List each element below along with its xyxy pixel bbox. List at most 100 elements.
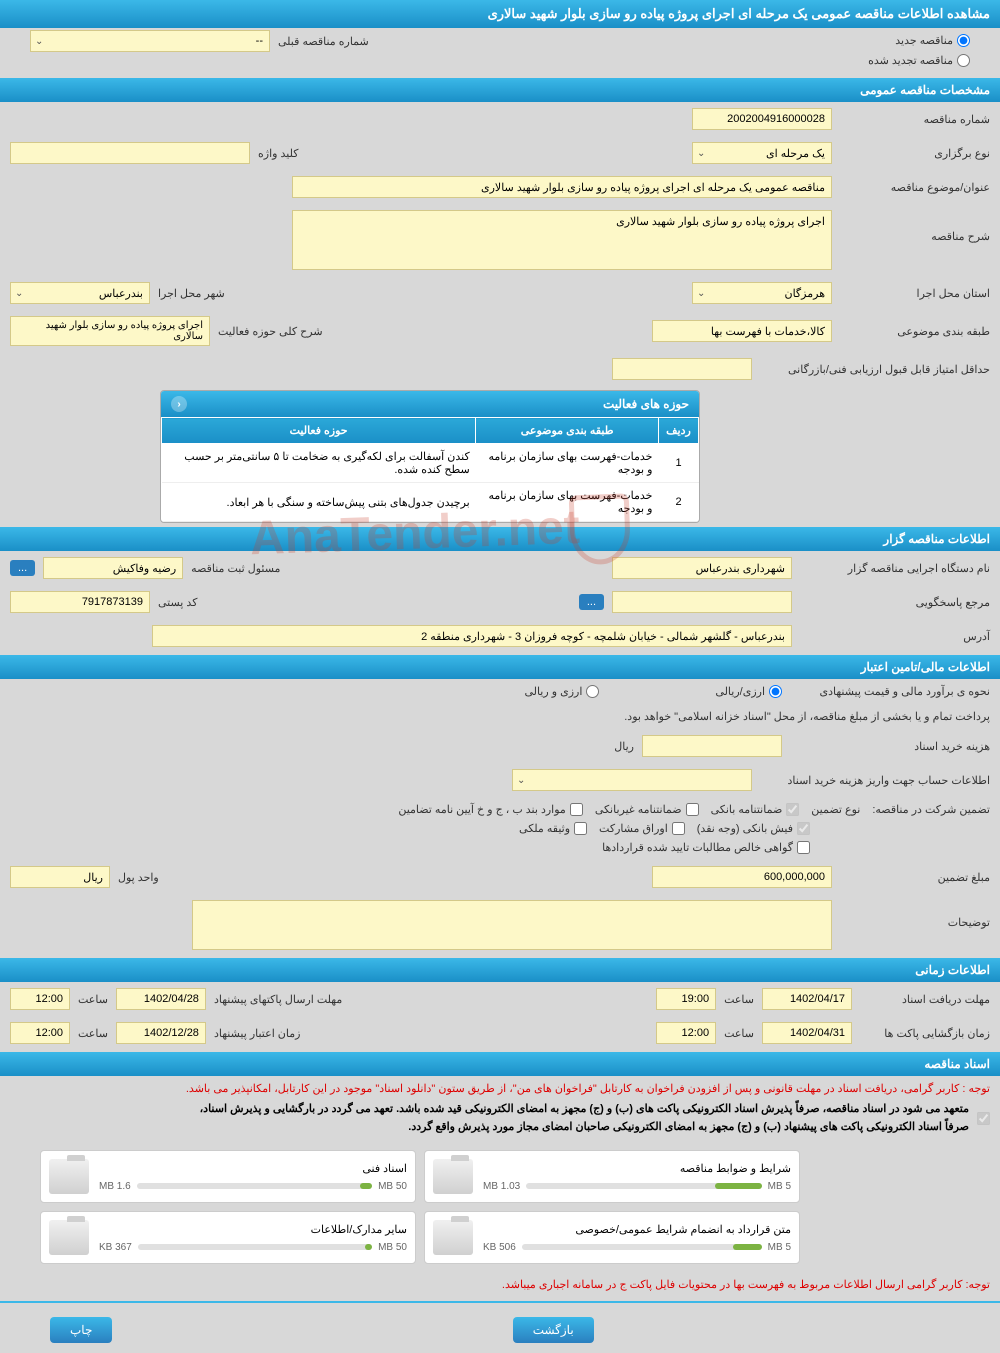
col-topic: طبقه بندی موضوعی bbox=[476, 418, 659, 444]
file-max: 5 MB bbox=[768, 1242, 791, 1253]
chk-cash-label: فیش بانکی (وجه نقد) bbox=[697, 822, 793, 835]
chk-cash[interactable] bbox=[797, 822, 810, 835]
explain-label: توضیحات bbox=[840, 900, 990, 929]
registrar-lookup-btn[interactable]: ... bbox=[10, 560, 35, 576]
treasury-note: پرداخت تمام و یا بخشی از مبلغ مناقصه، از… bbox=[624, 710, 990, 723]
province-label: استان محل اجرا bbox=[840, 287, 990, 300]
postal-field: 7917873139 bbox=[10, 591, 150, 613]
guarantee-type-label: نوع تضمین bbox=[811, 803, 860, 816]
topic-class-label: طبقه بندی موضوعی bbox=[840, 325, 990, 338]
file-title: شرایط و ضوابط مناقصه bbox=[483, 1162, 791, 1175]
city-select[interactable]: بندرعباس ⌄ bbox=[10, 282, 150, 304]
radio-new[interactable] bbox=[957, 34, 970, 47]
prev-number-label: شماره مناقصه قبلی bbox=[278, 35, 369, 48]
collapse-icon[interactable]: ‹ bbox=[171, 396, 187, 412]
section-holder: اطلاعات مناقصه گزار bbox=[0, 527, 1000, 551]
file-card[interactable]: اسناد فنی 50 MB 1.6 MB bbox=[40, 1150, 416, 1203]
keyword-field[interactable] bbox=[10, 142, 250, 164]
deadline-send-time: 12:00 bbox=[10, 988, 70, 1010]
chk-property-label: وثیقه ملکی bbox=[519, 822, 570, 835]
file-title: متن قرارداد به انضمام شرایط عمومی/خصوصی bbox=[483, 1223, 791, 1236]
note1: توجه : کاربر گرامی، دریافت اسناد در مهلت… bbox=[186, 1082, 990, 1095]
holding-type-label: نوع برگزاری bbox=[840, 147, 990, 160]
chk-nonbank[interactable] bbox=[686, 803, 699, 816]
open-time-time: 12:00 bbox=[656, 1022, 716, 1044]
deadline-recv-date: 1402/04/17 bbox=[762, 988, 852, 1010]
file-max: 5 MB bbox=[768, 1181, 791, 1192]
holder-name-field: شهرداری بندرعباس bbox=[612, 557, 792, 579]
note2a: متعهد می شود در اسناد مناقصه، صرفاً پذیر… bbox=[200, 1101, 969, 1119]
registrar-field: رضیه وفاکیش bbox=[43, 557, 183, 579]
file-size: 1.6 MB bbox=[99, 1181, 131, 1192]
radio-renewed[interactable] bbox=[957, 54, 970, 67]
chk-regulation[interactable] bbox=[570, 803, 583, 816]
chk-bonds[interactable] bbox=[672, 822, 685, 835]
chk-bank[interactable] bbox=[786, 803, 799, 816]
note2b: صرفاً اسناد الکترونیکی پاکت های پیشنهاد … bbox=[200, 1119, 969, 1137]
prev-number-select[interactable]: -- ⌄ bbox=[30, 30, 270, 52]
chevron-down-icon: ⌄ bbox=[697, 148, 705, 159]
chk-bonds-label: اوراق مشارکت bbox=[599, 822, 668, 835]
file-title: اسناد فنی bbox=[99, 1162, 407, 1175]
radio-both-label: ارزی و ریالی bbox=[524, 685, 582, 698]
folder-icon bbox=[433, 1220, 473, 1255]
divider bbox=[0, 1301, 1000, 1303]
file-max: 50 MB bbox=[378, 1181, 407, 1192]
file-card[interactable]: شرایط و ضوابط مناقصه 5 MB 1.03 MB bbox=[424, 1150, 800, 1203]
province-select[interactable]: هرمزگان ⌄ bbox=[692, 282, 832, 304]
radio-rial[interactable] bbox=[769, 685, 782, 698]
radio-new-label: مناقصه جدید bbox=[895, 34, 953, 47]
respondent-lookup-btn[interactable]: ... bbox=[579, 594, 604, 610]
validity-time: 12:00 bbox=[10, 1022, 70, 1044]
file-size: 506 KB bbox=[483, 1242, 516, 1253]
guarantee-amount-field: 600,000,000 bbox=[652, 866, 832, 888]
tender-number-label: شماره مناقصه bbox=[840, 113, 990, 126]
guarantee-label: تضمین شرکت در مناقصه: bbox=[872, 803, 990, 816]
chk-nonbank-label: ضمانتنامه غیربانکی bbox=[595, 803, 682, 816]
guarantee-unit-label: واحد پول bbox=[118, 871, 159, 884]
table-row: 1خدمات-فهرست بهای سازمان برنامه و بودجهک… bbox=[162, 444, 699, 483]
city-label: شهر محل اجرا bbox=[158, 287, 225, 300]
folder-icon bbox=[49, 1159, 89, 1194]
radio-both[interactable] bbox=[586, 685, 599, 698]
chevron-down-icon: ⌄ bbox=[15, 288, 23, 299]
explain-field[interactable] bbox=[192, 900, 832, 950]
holding-type-select[interactable]: یک مرحله ای ⌄ bbox=[692, 142, 832, 164]
col-activity: حوزه فعالیت bbox=[162, 418, 476, 444]
subject-field: مناقصه عمومی یک مرحله ای اجرای پروژه پیا… bbox=[292, 176, 832, 198]
back-button[interactable]: بازگشت bbox=[513, 1317, 594, 1343]
activity-table: حوزه های فعالیت ‹ ردیف طبقه بندی موضوعی … bbox=[160, 390, 700, 523]
print-button[interactable]: چاپ bbox=[50, 1317, 112, 1343]
section-general: مشخصات مناقصه عمومی bbox=[0, 78, 1000, 102]
min-score-field[interactable] bbox=[612, 358, 752, 380]
doc-fee-field[interactable] bbox=[642, 735, 782, 757]
deadline-recv-time-label: ساعت bbox=[724, 993, 754, 1006]
chevron-down-icon: ⌄ bbox=[697, 288, 705, 299]
deadline-recv-label: مهلت دریافت اسناد bbox=[860, 993, 990, 1006]
account-info-select[interactable]: ⌄ bbox=[512, 769, 752, 791]
col-row: ردیف bbox=[659, 418, 699, 444]
address-field: بندرعباس - گلشهر شمالی - خیابان شلمچه - … bbox=[152, 625, 792, 647]
keyword-label: کلید واژه bbox=[258, 147, 298, 160]
validity-time-label: ساعت bbox=[78, 1027, 108, 1040]
file-card[interactable]: متن قرارداد به انضمام شرایط عمومی/خصوصی … bbox=[424, 1211, 800, 1264]
chk-receivables[interactable] bbox=[797, 841, 810, 854]
description-label: شرح مناقصه bbox=[840, 210, 990, 243]
open-time-label: زمان بازگشایی پاکت ها bbox=[860, 1027, 990, 1040]
deadline-send-time-label: ساعت bbox=[78, 993, 108, 1006]
section-time: اطلاعات زمانی bbox=[0, 958, 1000, 982]
chevron-down-icon: ⌄ bbox=[35, 36, 43, 47]
chevron-down-icon: ⌄ bbox=[517, 775, 525, 786]
file-card[interactable]: سایر مدارک/اطلاعات 50 MB 367 KB bbox=[40, 1211, 416, 1264]
chk-bank-label: ضمانتنامه بانکی bbox=[711, 803, 783, 816]
activity-scope-label: شرح کلی حوزه فعالیت bbox=[218, 325, 323, 338]
holder-name-label: نام دستگاه اجرایی مناقصه گزار bbox=[800, 562, 990, 575]
respondent-field[interactable] bbox=[612, 591, 792, 613]
topic-class-field: کالا،خدمات با فهرست بها bbox=[652, 320, 832, 342]
validity-date: 1402/12/28 bbox=[116, 1022, 206, 1044]
commitment-checkbox[interactable] bbox=[977, 1112, 990, 1125]
doc-fee-label: هزینه خرید اسناد bbox=[790, 740, 990, 753]
deadline-recv-time: 19:00 bbox=[656, 988, 716, 1010]
activity-table-title: حوزه های فعالیت bbox=[603, 397, 689, 411]
chk-property[interactable] bbox=[574, 822, 587, 835]
